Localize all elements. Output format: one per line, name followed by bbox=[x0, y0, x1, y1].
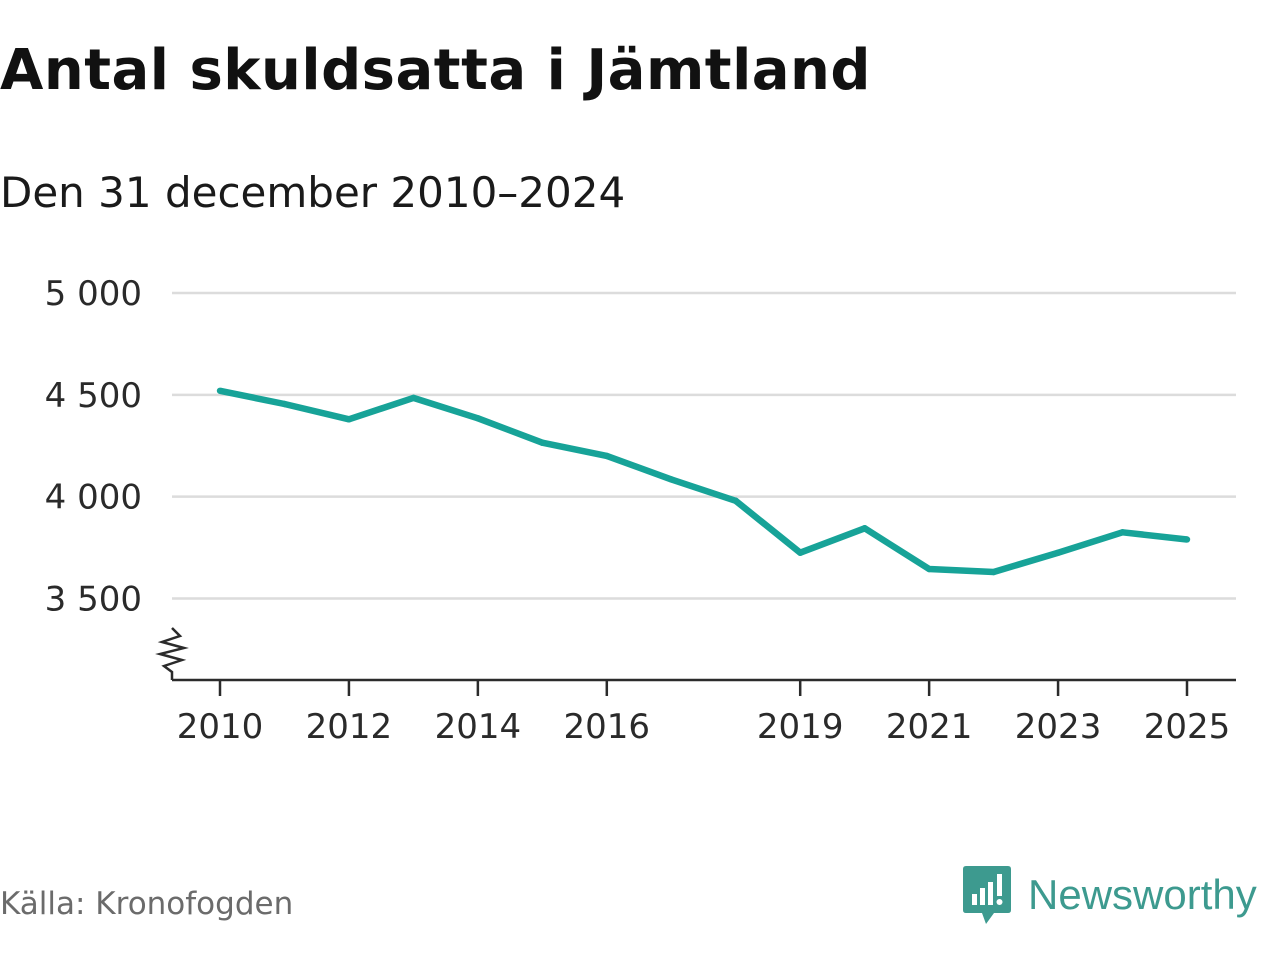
y-tick-label: 4 500 bbox=[45, 376, 142, 416]
x-tick-label: 2010 bbox=[177, 707, 264, 747]
x-tick-label: 2025 bbox=[1144, 707, 1231, 747]
data-point bbox=[732, 497, 739, 504]
x-tick-label: 2012 bbox=[306, 707, 393, 747]
y-tick-label: 3 500 bbox=[45, 580, 142, 620]
data-point bbox=[603, 452, 610, 460]
x-tick-label: 2016 bbox=[564, 707, 651, 747]
gridlines bbox=[172, 291, 1236, 600]
brand-logo: Newsworthy bbox=[962, 862, 1257, 928]
data-point bbox=[990, 568, 997, 576]
newsworthy-logo-icon bbox=[963, 866, 1011, 924]
x-tick-label: 2014 bbox=[435, 707, 522, 747]
y-axis-break-icon bbox=[155, 627, 189, 680]
x-tick-label: 2019 bbox=[757, 707, 844, 747]
y-tick-label: 5 000 bbox=[45, 274, 142, 314]
chart-subtitle: Den 31 december 2010–2024 bbox=[0, 168, 626, 217]
x-tick-label: 2023 bbox=[1015, 707, 1102, 747]
data-point bbox=[281, 400, 288, 408]
data-point bbox=[925, 565, 933, 573]
x-axis bbox=[155, 627, 1236, 682]
data-point bbox=[410, 394, 417, 402]
brand-name: Newsworthy bbox=[1028, 871, 1257, 918]
series-line bbox=[219, 387, 1188, 576]
y-tick-label: 4 000 bbox=[45, 478, 142, 518]
data-point bbox=[797, 549, 804, 556]
data-point bbox=[1119, 529, 1126, 536]
series bbox=[216, 387, 1191, 576]
source-note: Källa: Kronofogden bbox=[0, 886, 294, 922]
data-point bbox=[474, 415, 482, 422]
data-point bbox=[345, 416, 353, 423]
x-tick-label: 2021 bbox=[886, 707, 973, 747]
chart-title: Antal skuldsatta i Jämtland bbox=[0, 38, 871, 103]
data-point bbox=[861, 525, 868, 532]
data-point bbox=[1054, 549, 1062, 556]
y-axis-tick-labels: 3 500 4 000 4 500 5 000 bbox=[45, 274, 142, 620]
data-point bbox=[539, 439, 546, 446]
data-point bbox=[668, 476, 675, 483]
data-point bbox=[1183, 536, 1191, 543]
x-axis-ticks: 2010 2012 2014 2016 2019 2021 2023 2025 bbox=[177, 680, 1231, 747]
data-point bbox=[216, 387, 224, 394]
